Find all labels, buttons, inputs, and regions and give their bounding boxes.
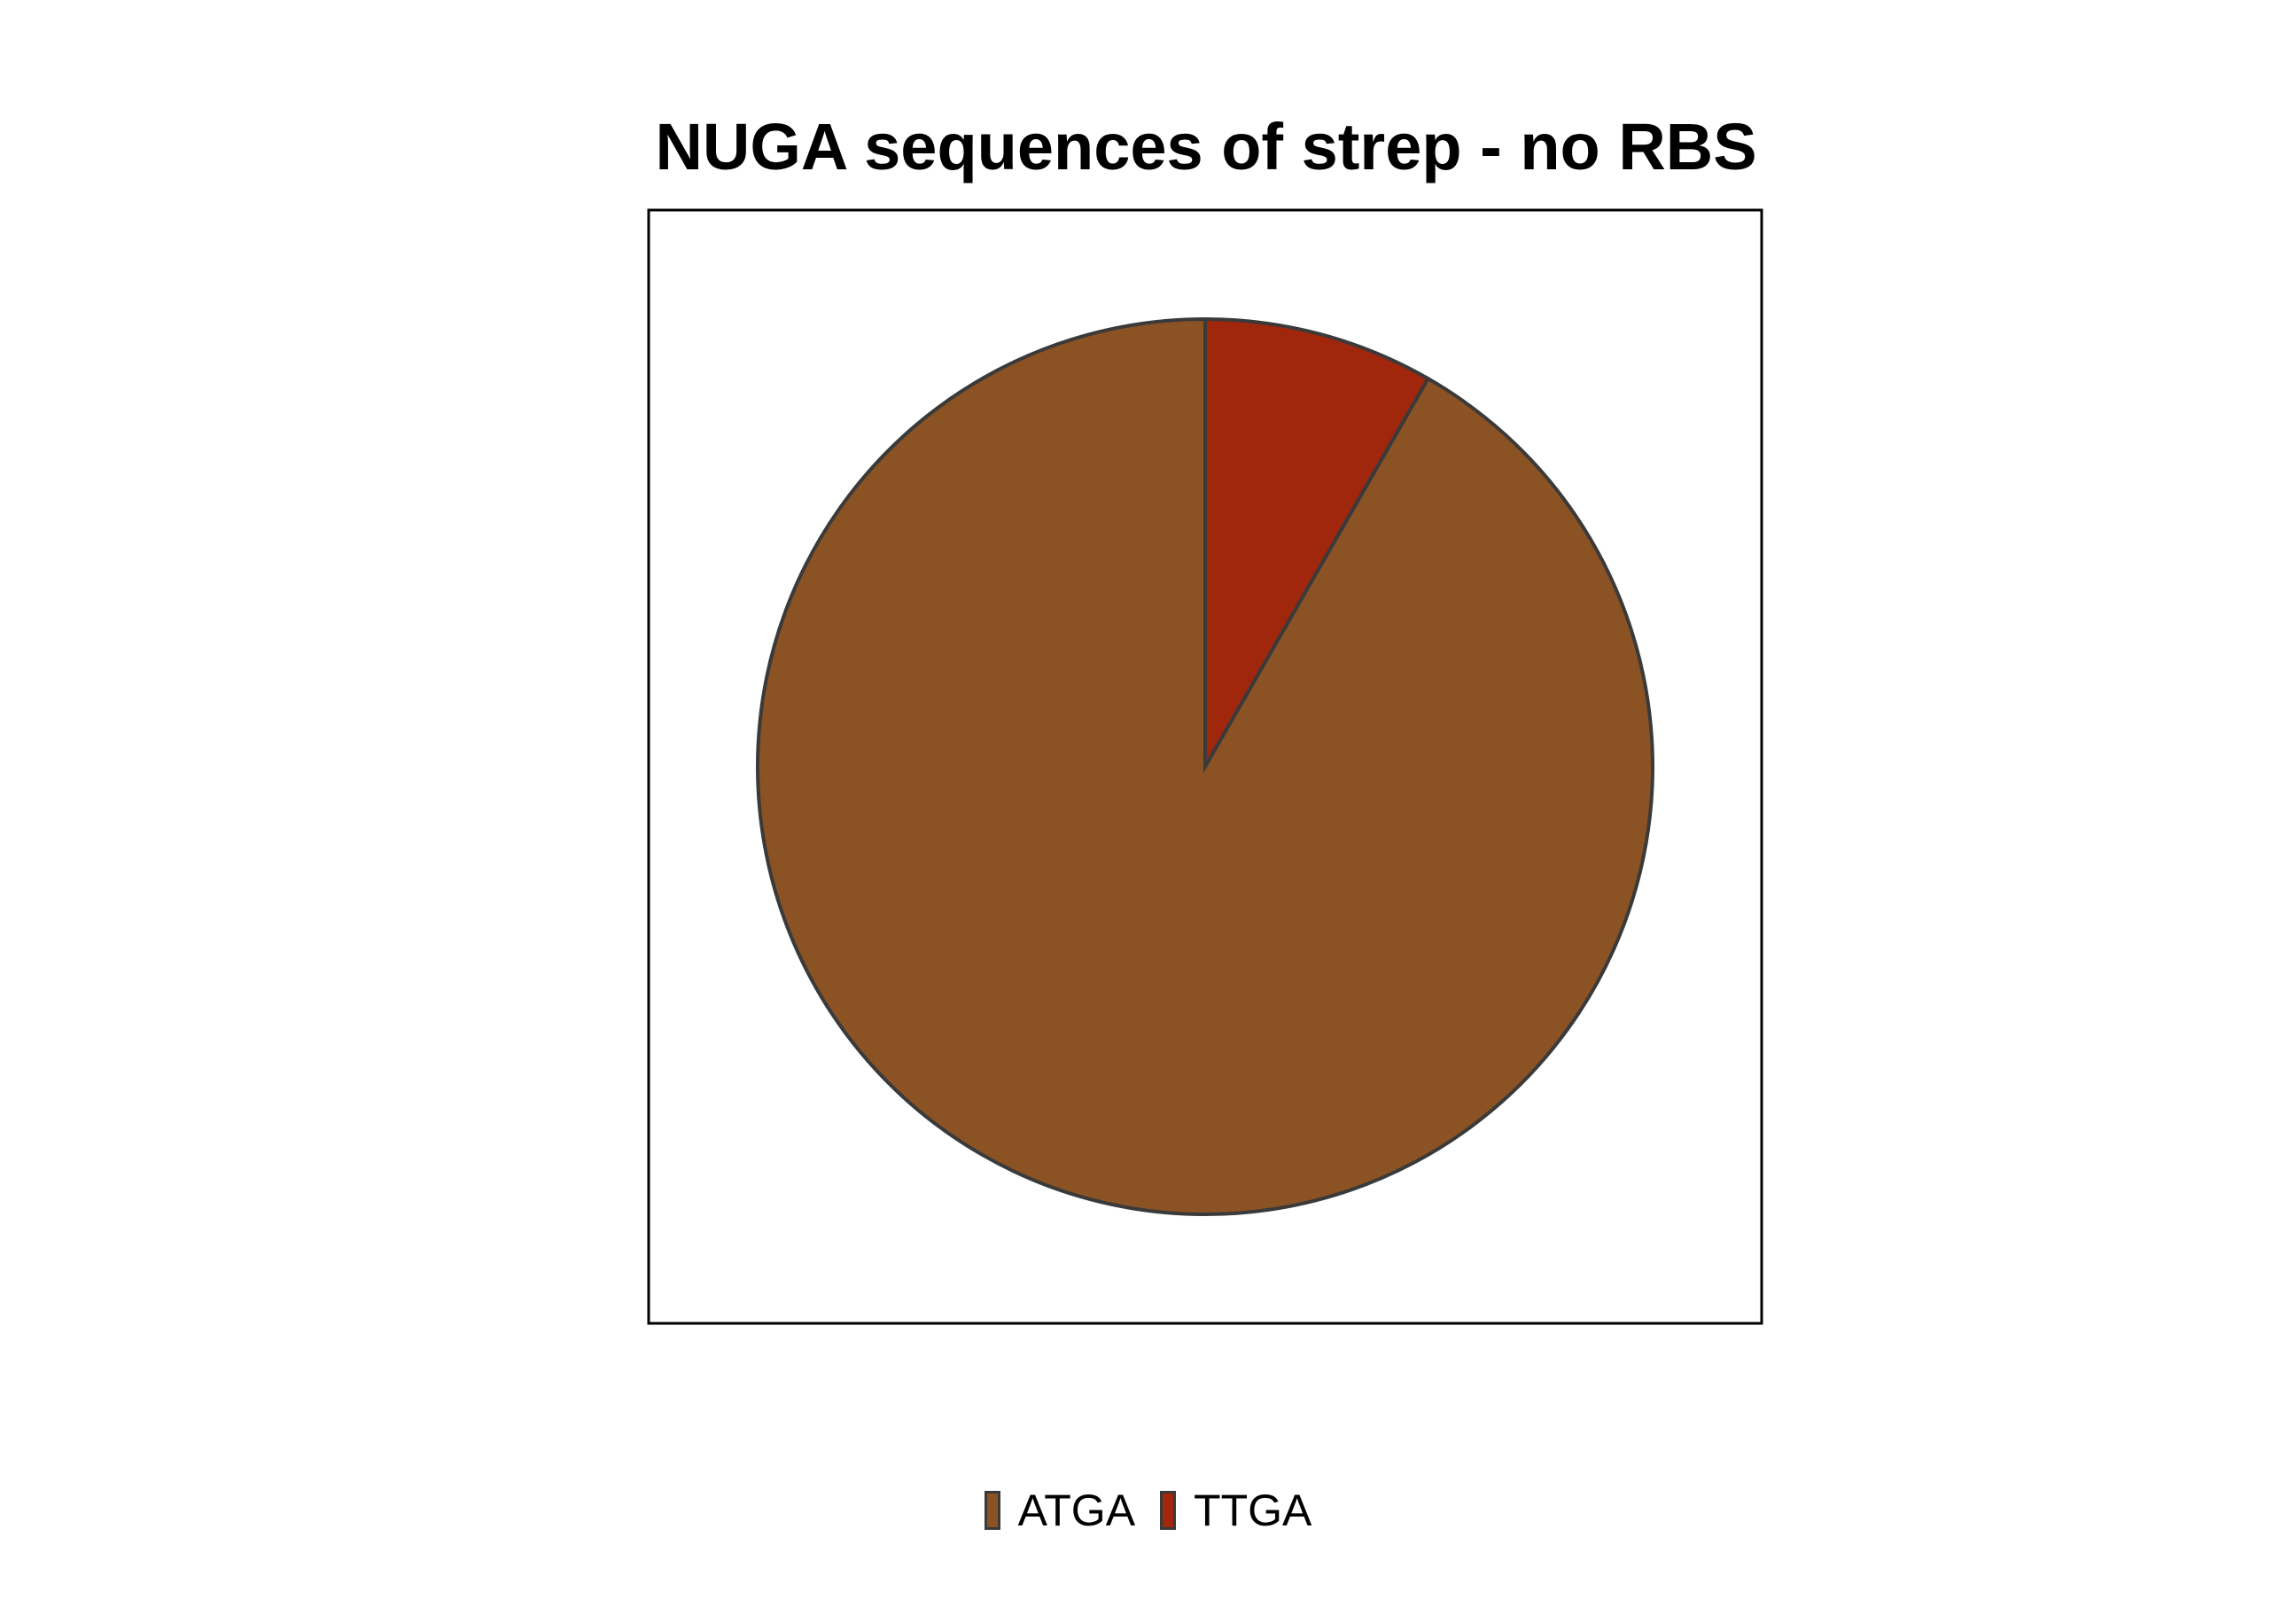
pie-slice-ttga [1203,316,1431,774]
legend-key-atga [984,1491,1000,1530]
legend-key-ttga [1160,1491,1177,1530]
legend-item-ttga: TTGA [1160,1485,1311,1536]
legend-label-ttga: TTGA [1194,1486,1312,1535]
chart-title: NUGA sequences of strep - no RBS [655,110,1757,183]
pie-slices [756,316,1654,1216]
legend: ATGA TTGA [0,1485,2296,1536]
pie-slice-atga [756,316,1654,1216]
legend-label-atga: ATGA [1017,1486,1136,1535]
legend-item-atga: ATGA [984,1485,1136,1536]
